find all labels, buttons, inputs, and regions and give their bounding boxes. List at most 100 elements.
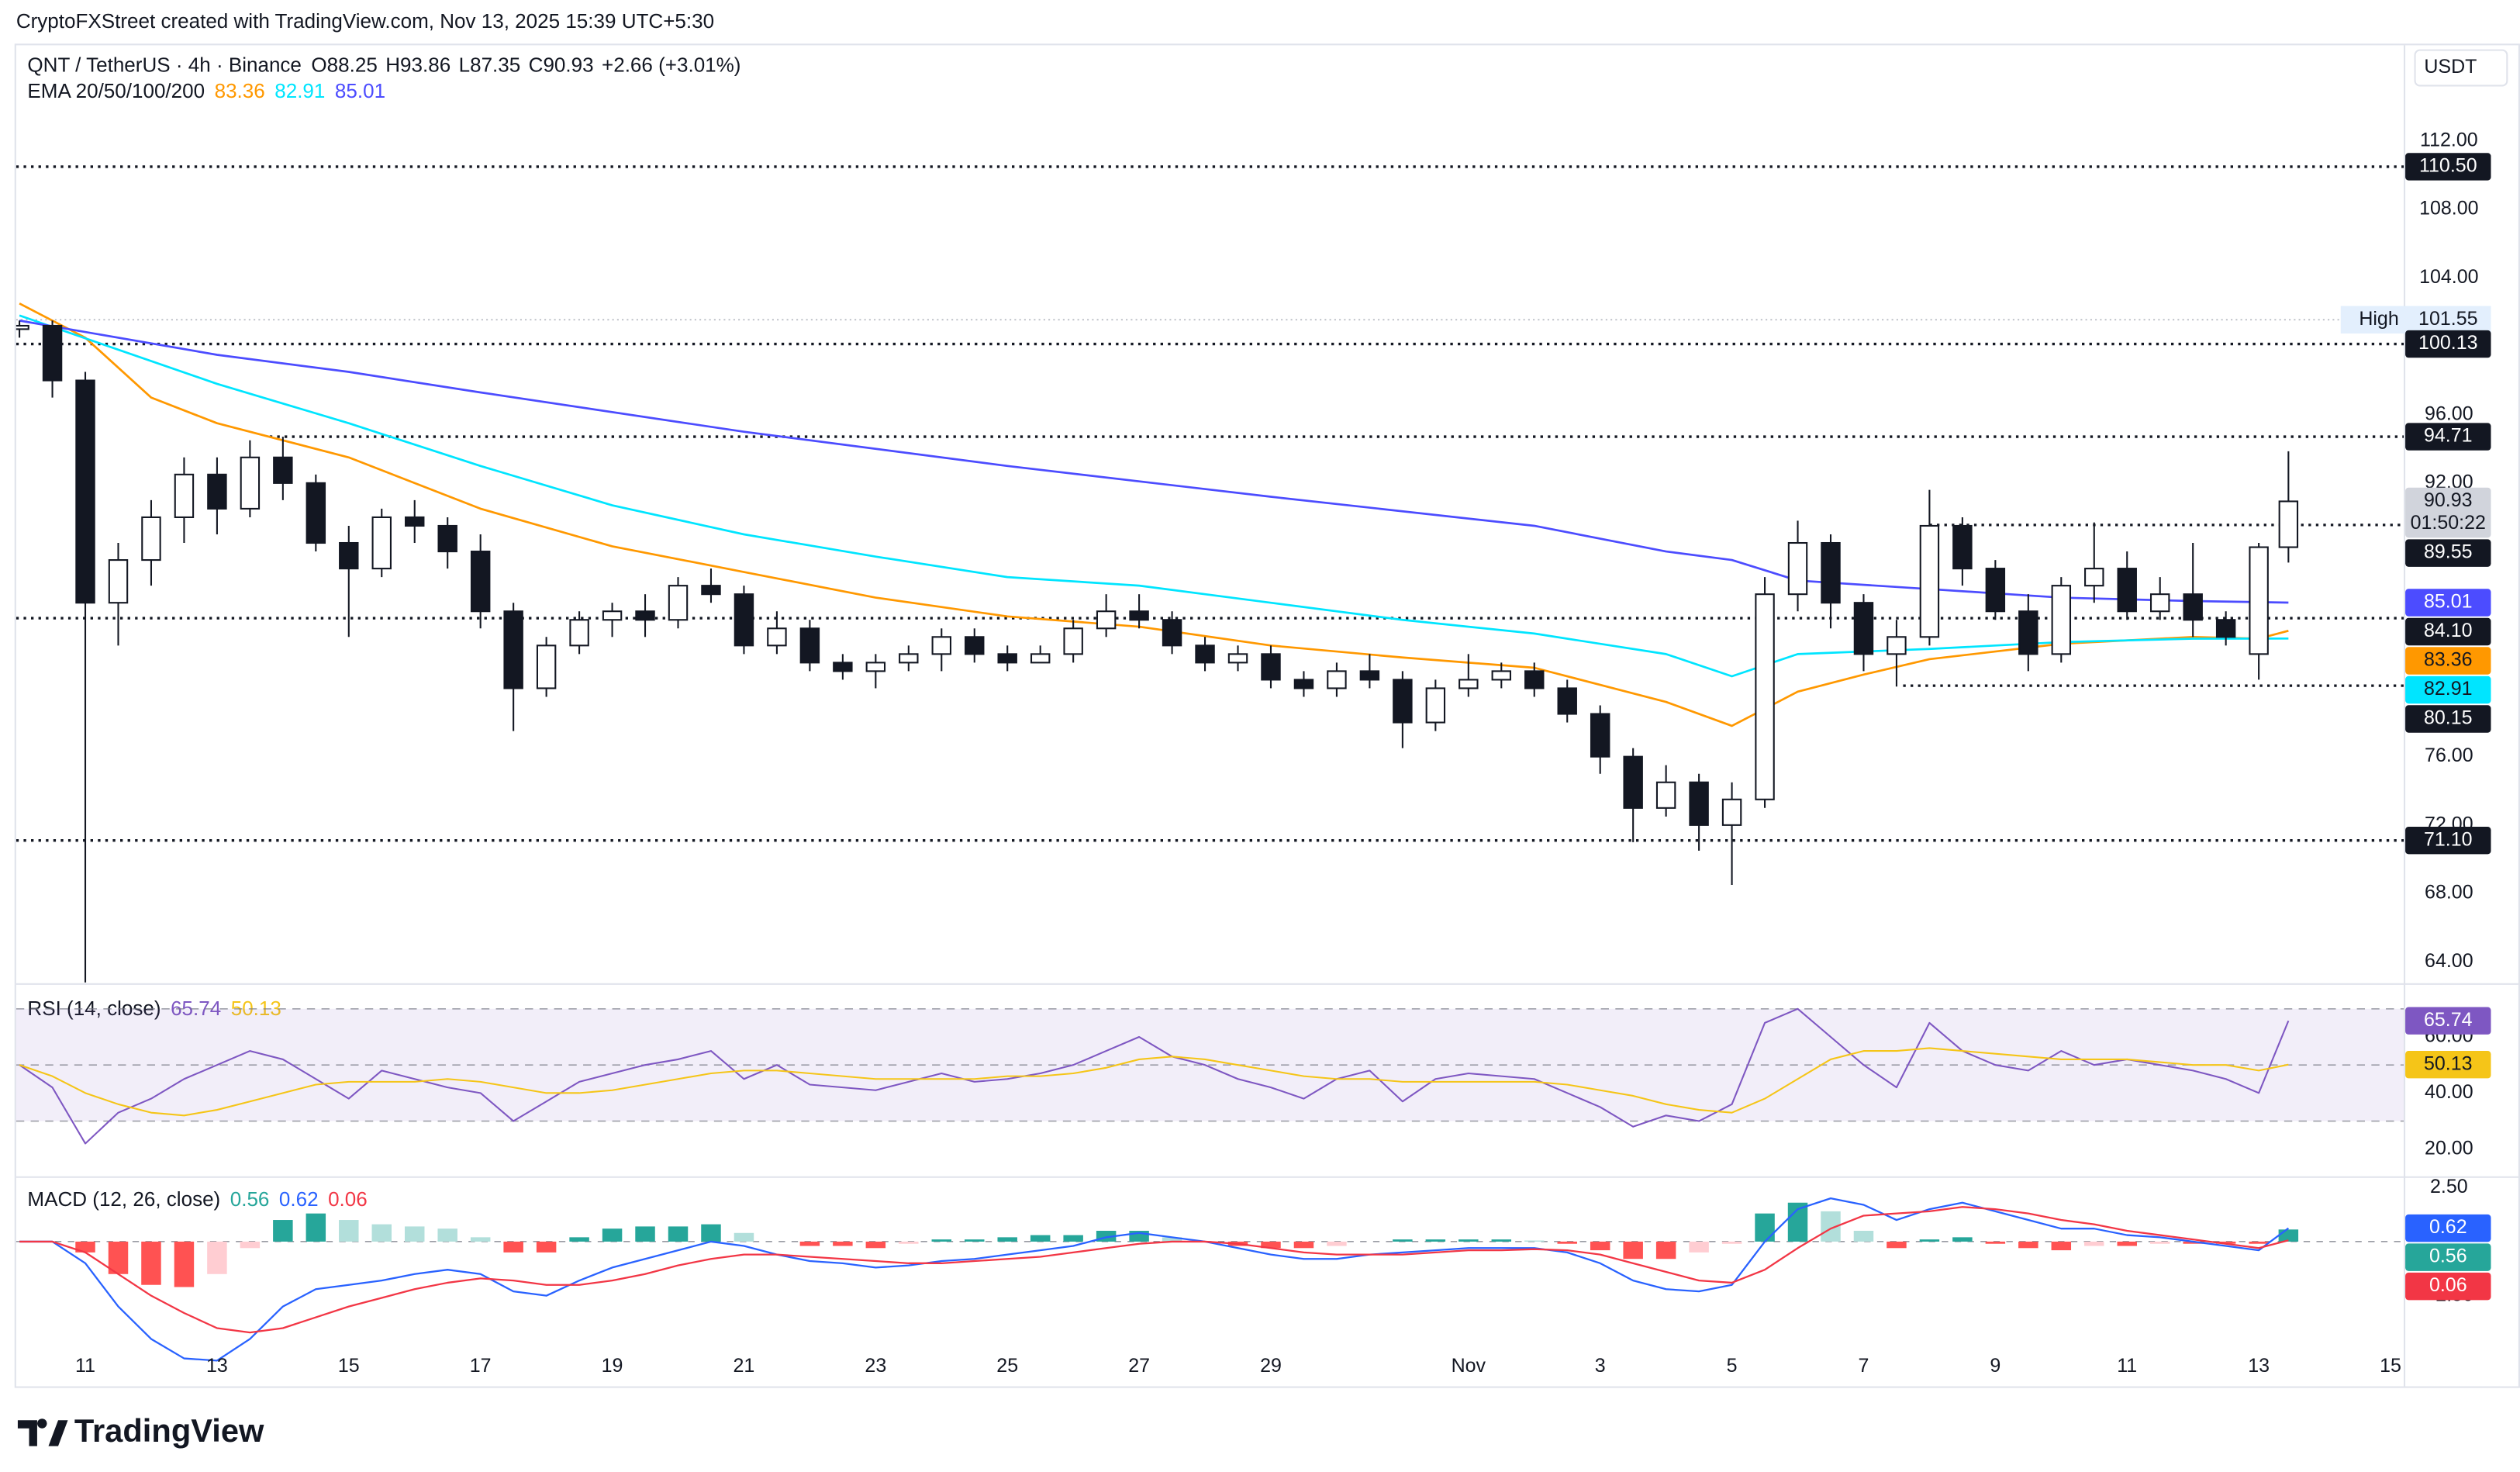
rsi-pane xyxy=(16,1007,2404,1145)
macd-histogram-bar xyxy=(141,1241,161,1285)
macd-histogram-bar xyxy=(1524,1240,1545,1242)
price-tag xyxy=(2405,1272,2491,1301)
candle-body xyxy=(833,662,853,672)
candle-body xyxy=(536,644,557,689)
macd-histogram-bar xyxy=(1952,1237,1973,1242)
price-tag-label: 65.74 xyxy=(2424,1009,2473,1031)
macd-pane xyxy=(16,1197,2404,1362)
candle-body xyxy=(2084,568,2104,587)
macd-line xyxy=(19,1206,2289,1334)
logo-mark xyxy=(17,1418,68,1446)
ema-value: 85.01 xyxy=(335,79,385,102)
price-tag xyxy=(2405,1007,2491,1035)
candle-body xyxy=(1557,687,1577,715)
candle-body xyxy=(405,516,425,527)
candle-body xyxy=(965,636,985,655)
macd-histogram-bar xyxy=(569,1237,589,1242)
candle-body xyxy=(1919,524,1940,638)
macd-value: 0.06 xyxy=(328,1187,368,1211)
candle-body xyxy=(1952,524,1973,570)
macd-histogram-bar xyxy=(1393,1239,1413,1242)
macd-histogram-bar xyxy=(865,1241,886,1249)
currency[interactable]: USDT xyxy=(2424,56,2477,78)
candle-body xyxy=(1887,636,1907,655)
macd-legend: MACD (12, 26, close) 0.56 0.62 0.06 xyxy=(27,1187,367,1211)
macd-histogram-bar xyxy=(997,1237,1017,1242)
macd-histogram-bar xyxy=(404,1226,425,1242)
high-tag xyxy=(2340,306,2491,333)
candle-body xyxy=(141,516,161,562)
x-tick-label: 13 xyxy=(206,1355,228,1377)
macd-histogram-bar xyxy=(2149,1241,2170,1244)
candle-body xyxy=(1261,653,1281,681)
macd-histogram-bar xyxy=(635,1226,655,1242)
macd-histogram-bar xyxy=(1755,1213,1775,1242)
macd-histogram-bar xyxy=(1458,1239,1479,1242)
candle-body xyxy=(1393,679,1413,724)
candle-body xyxy=(1195,644,1215,664)
price-tag-label: 110.50 xyxy=(2419,155,2477,177)
macd-histogram-bar xyxy=(536,1241,557,1253)
symbol: QNT / TetherUS · 4h · Binance xyxy=(27,53,302,76)
candle-body xyxy=(1689,781,1709,826)
candle-body xyxy=(1623,755,1643,809)
x-tick-label: 17 xyxy=(470,1355,492,1377)
ema-line xyxy=(19,314,2289,678)
candle-body xyxy=(42,324,63,382)
price-tag xyxy=(2405,153,2491,181)
macd-histogram-bar xyxy=(833,1241,853,1246)
quote: C90.93 xyxy=(529,53,594,76)
price-tag-label: 71.10 xyxy=(2424,828,2473,850)
candle-body xyxy=(503,610,523,689)
candle-body xyxy=(1327,670,1347,689)
candle-body xyxy=(734,593,754,647)
macd-histogram-bar xyxy=(734,1232,754,1242)
candle-body xyxy=(1458,679,1479,689)
y-tick-label: 64.00 xyxy=(2425,950,2473,972)
x-tick-label: 15 xyxy=(338,1355,360,1377)
price-tag-label: 94.71 xyxy=(2424,425,2473,447)
price-tag xyxy=(2405,1050,2491,1079)
macd-histogram-bar xyxy=(1887,1241,1907,1249)
macd-histogram-bar xyxy=(1853,1230,1874,1242)
ema-label: EMA 20/50/100/200 xyxy=(27,79,205,102)
price-tag xyxy=(2405,487,2491,538)
candle-body xyxy=(1721,798,1742,826)
price-tag-label: 100.13 xyxy=(2418,332,2477,354)
candle-body xyxy=(339,541,359,570)
candle-body xyxy=(799,627,820,664)
macd-histogram-bar xyxy=(1985,1241,2006,1244)
high-value: 101.55 xyxy=(2418,308,2477,330)
y-tick-label: 96.00 xyxy=(2425,403,2473,424)
x-tick-label: 7 xyxy=(1859,1355,1869,1377)
macd-histogram-bar xyxy=(1557,1241,1577,1244)
y-tick-label: 20.00 xyxy=(2425,1137,2473,1159)
x-tick-label: 27 xyxy=(1128,1355,1150,1377)
ema-value: 83.36 xyxy=(215,79,265,102)
price-pane xyxy=(16,165,2404,983)
macd-line xyxy=(19,1197,2290,1362)
x-tick-label: 11 xyxy=(2117,1355,2137,1377)
quote: +2.66 (+3.01%) xyxy=(602,53,740,76)
price-tag-label: 83.36 xyxy=(2424,649,2473,671)
rsi-line xyxy=(19,1007,2290,1145)
candle-body xyxy=(1524,670,1545,689)
candle-body xyxy=(2183,593,2203,621)
candle-body xyxy=(931,636,951,655)
candle-body xyxy=(273,456,293,484)
high-label: High xyxy=(2359,308,2398,330)
candle-body xyxy=(1985,568,2006,613)
ema-legend: EMA 20/50/100/200 83.36 82.91 85.01 xyxy=(27,79,385,102)
quote: L87.35 xyxy=(459,53,521,76)
candle-body xyxy=(2117,568,2137,613)
macd-histogram-bar xyxy=(1293,1241,1314,1249)
price-tag-label: 90.93 xyxy=(2424,489,2473,511)
currency-box[interactable] xyxy=(2414,49,2508,87)
x-tick-label: 25 xyxy=(996,1355,1018,1377)
x-tick-label: 21 xyxy=(734,1355,755,1377)
candle-body xyxy=(997,653,1017,664)
symbol-legend: QNT / TetherUS · 4h · Binance O88.25 H93.8… xyxy=(27,53,740,76)
